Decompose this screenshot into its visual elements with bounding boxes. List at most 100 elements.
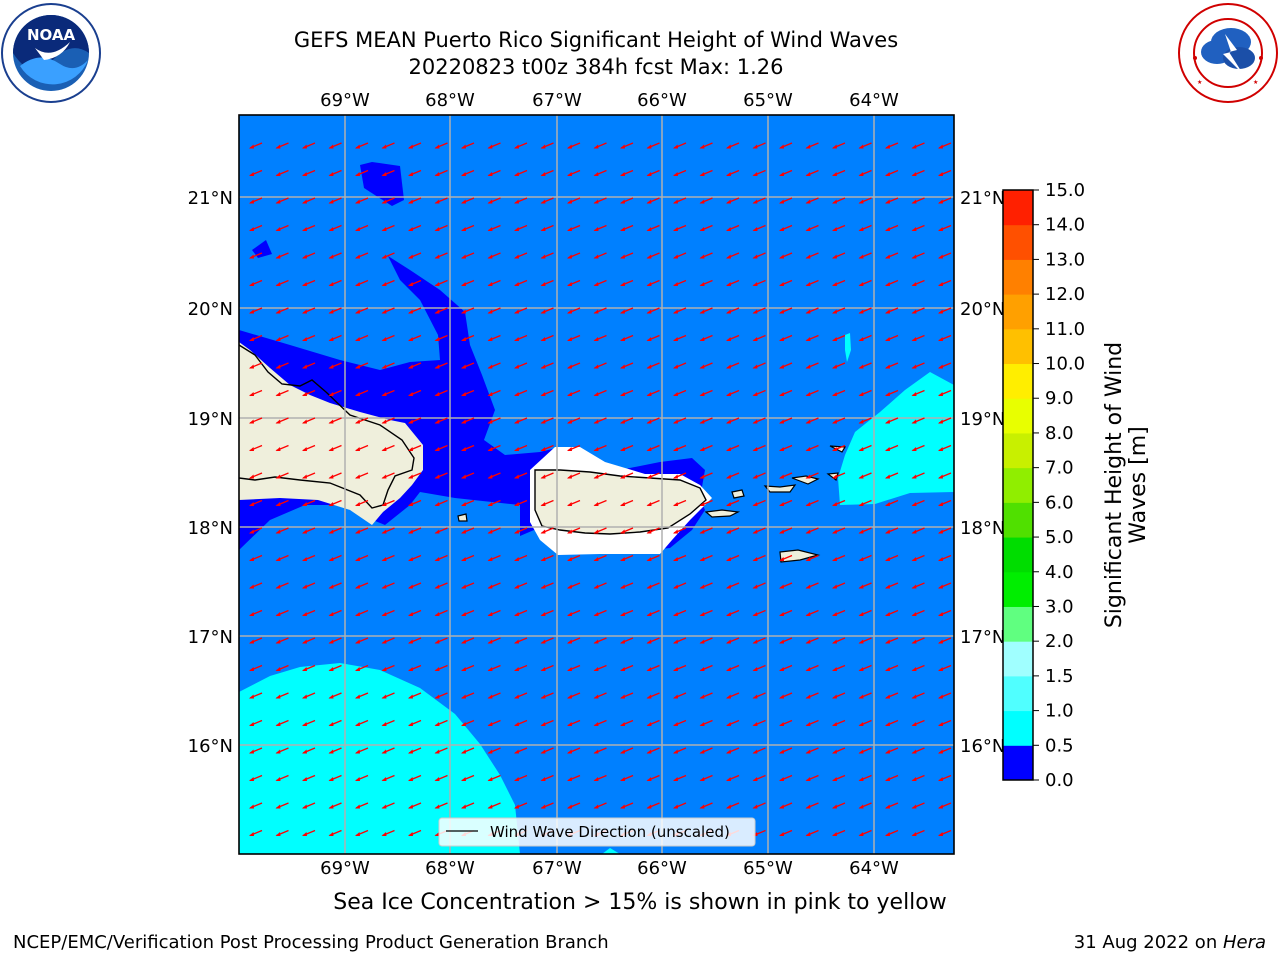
wave-arrow <box>752 334 766 342</box>
wave-arrow <box>355 417 369 424</box>
wave-arrow <box>858 527 872 534</box>
wave-arrow <box>779 362 793 369</box>
wave-arrow <box>275 389 289 397</box>
wave-arrow <box>434 472 448 479</box>
map-frame <box>238 114 955 855</box>
wave-arrow <box>461 252 475 259</box>
wave-arrow <box>249 334 263 342</box>
colorbar-tick-label: 0.5 <box>1045 735 1074 756</box>
wave-arrow <box>408 664 422 672</box>
wave-arrow <box>328 719 342 727</box>
wave-arrow <box>487 664 501 672</box>
wave-arrow <box>355 499 369 507</box>
wave-arrow <box>805 389 819 397</box>
wave-arrow <box>726 444 740 452</box>
lat-labels-right: 21°N 20°N 19°N 18°N 17°N 16°N <box>960 188 1005 757</box>
colorbar-tick-label: 1.0 <box>1045 701 1074 722</box>
wave-arrow <box>355 169 369 177</box>
wave-arrow <box>408 334 422 342</box>
wave-arrow <box>805 334 819 342</box>
lat-label: 19°N <box>188 409 233 430</box>
wave-arrow <box>487 389 501 397</box>
wave-arrow <box>434 664 448 672</box>
lon-label: 66°W <box>637 90 687 111</box>
wave-arrow <box>487 802 501 809</box>
wave-arrow <box>249 197 263 204</box>
colorbar-band <box>1003 224 1033 260</box>
wave-arrow <box>355 829 369 837</box>
wave-arrow <box>805 747 819 754</box>
wave-arrow <box>752 499 766 507</box>
colorbar-tick-label: 15.0 <box>1045 180 1085 201</box>
wave-arrow <box>779 554 793 562</box>
wave-arrow <box>540 197 554 204</box>
wave-arrow <box>673 554 687 562</box>
wave-arrow <box>752 582 766 589</box>
wave-arrow <box>328 362 342 369</box>
wave-arrow <box>726 582 740 589</box>
wave-arrow <box>938 224 952 232</box>
wave-arrow <box>328 169 342 177</box>
wave-arrow <box>408 527 422 534</box>
wave-arrow <box>805 664 819 672</box>
wave-arrow <box>567 692 581 699</box>
wave-arrow <box>885 499 899 507</box>
wave-arrow <box>434 142 448 149</box>
wave-arrow <box>752 802 766 809</box>
wave-arrow <box>487 307 501 314</box>
wave-arrow <box>673 637 687 644</box>
wave-arrow <box>699 692 713 699</box>
wave-arrow <box>805 802 819 809</box>
legend-label: Wind Wave Direction (unscaled) <box>490 823 730 841</box>
colorbar-band <box>1003 710 1033 746</box>
wave-arrow <box>275 774 289 782</box>
wave-arrow <box>779 142 793 149</box>
colorbar-band <box>1003 502 1033 538</box>
wave-arrow <box>275 637 289 644</box>
wave-arrow <box>461 554 475 562</box>
wave-arrow <box>805 224 819 232</box>
wave-arrow <box>752 142 766 149</box>
wave-arrow <box>752 692 766 699</box>
svg-text:NOAA: NOAA <box>27 26 76 44</box>
wave-arrow <box>885 719 899 727</box>
wave-arrow <box>514 719 528 727</box>
wave-arrow <box>567 142 581 149</box>
wave-arrow <box>938 444 952 452</box>
lon-label: 64°W <box>849 90 899 111</box>
wave-arrow <box>408 499 422 507</box>
wave-arrow <box>355 307 369 314</box>
wave-arrow <box>355 527 369 534</box>
wave-arrow <box>593 362 607 369</box>
lon-label: 69°W <box>320 858 370 879</box>
wave-arrow <box>646 692 660 699</box>
colorbar-band <box>1003 571 1033 607</box>
wave-arrow <box>673 527 687 534</box>
wave-arrow <box>593 169 607 177</box>
wave-arrow <box>779 499 793 507</box>
wave-arrow <box>461 444 475 452</box>
wave-arrow <box>673 582 687 589</box>
wave-arrow <box>832 417 846 424</box>
wave-arrow <box>805 169 819 177</box>
colorbar-label: Significant Height of Wind Waves [m] <box>1102 341 1151 629</box>
wave-arrow <box>646 334 660 342</box>
wave-arrow <box>726 417 740 424</box>
wave-arrow <box>832 802 846 809</box>
colorbar-frame <box>1002 189 1034 781</box>
wave-arrow <box>275 829 289 837</box>
wave-arrow <box>858 637 872 644</box>
wave-arrow <box>249 499 263 507</box>
wave-arrow <box>620 142 634 149</box>
wave-arrow <box>726 307 740 314</box>
lat-labels-left: 21°N 20°N 19°N 18°N 17°N 16°N <box>188 188 233 757</box>
wave-arrow <box>355 252 369 259</box>
colorbar-tick-label: 5.0 <box>1045 527 1074 548</box>
wave-arrow <box>540 169 554 177</box>
wave-arrow <box>911 829 925 837</box>
wave-arrow <box>699 224 713 232</box>
wave-arrow <box>779 472 793 479</box>
wave-arrow <box>938 637 952 644</box>
wave-arrow <box>567 719 581 727</box>
wave-arrow <box>805 692 819 699</box>
